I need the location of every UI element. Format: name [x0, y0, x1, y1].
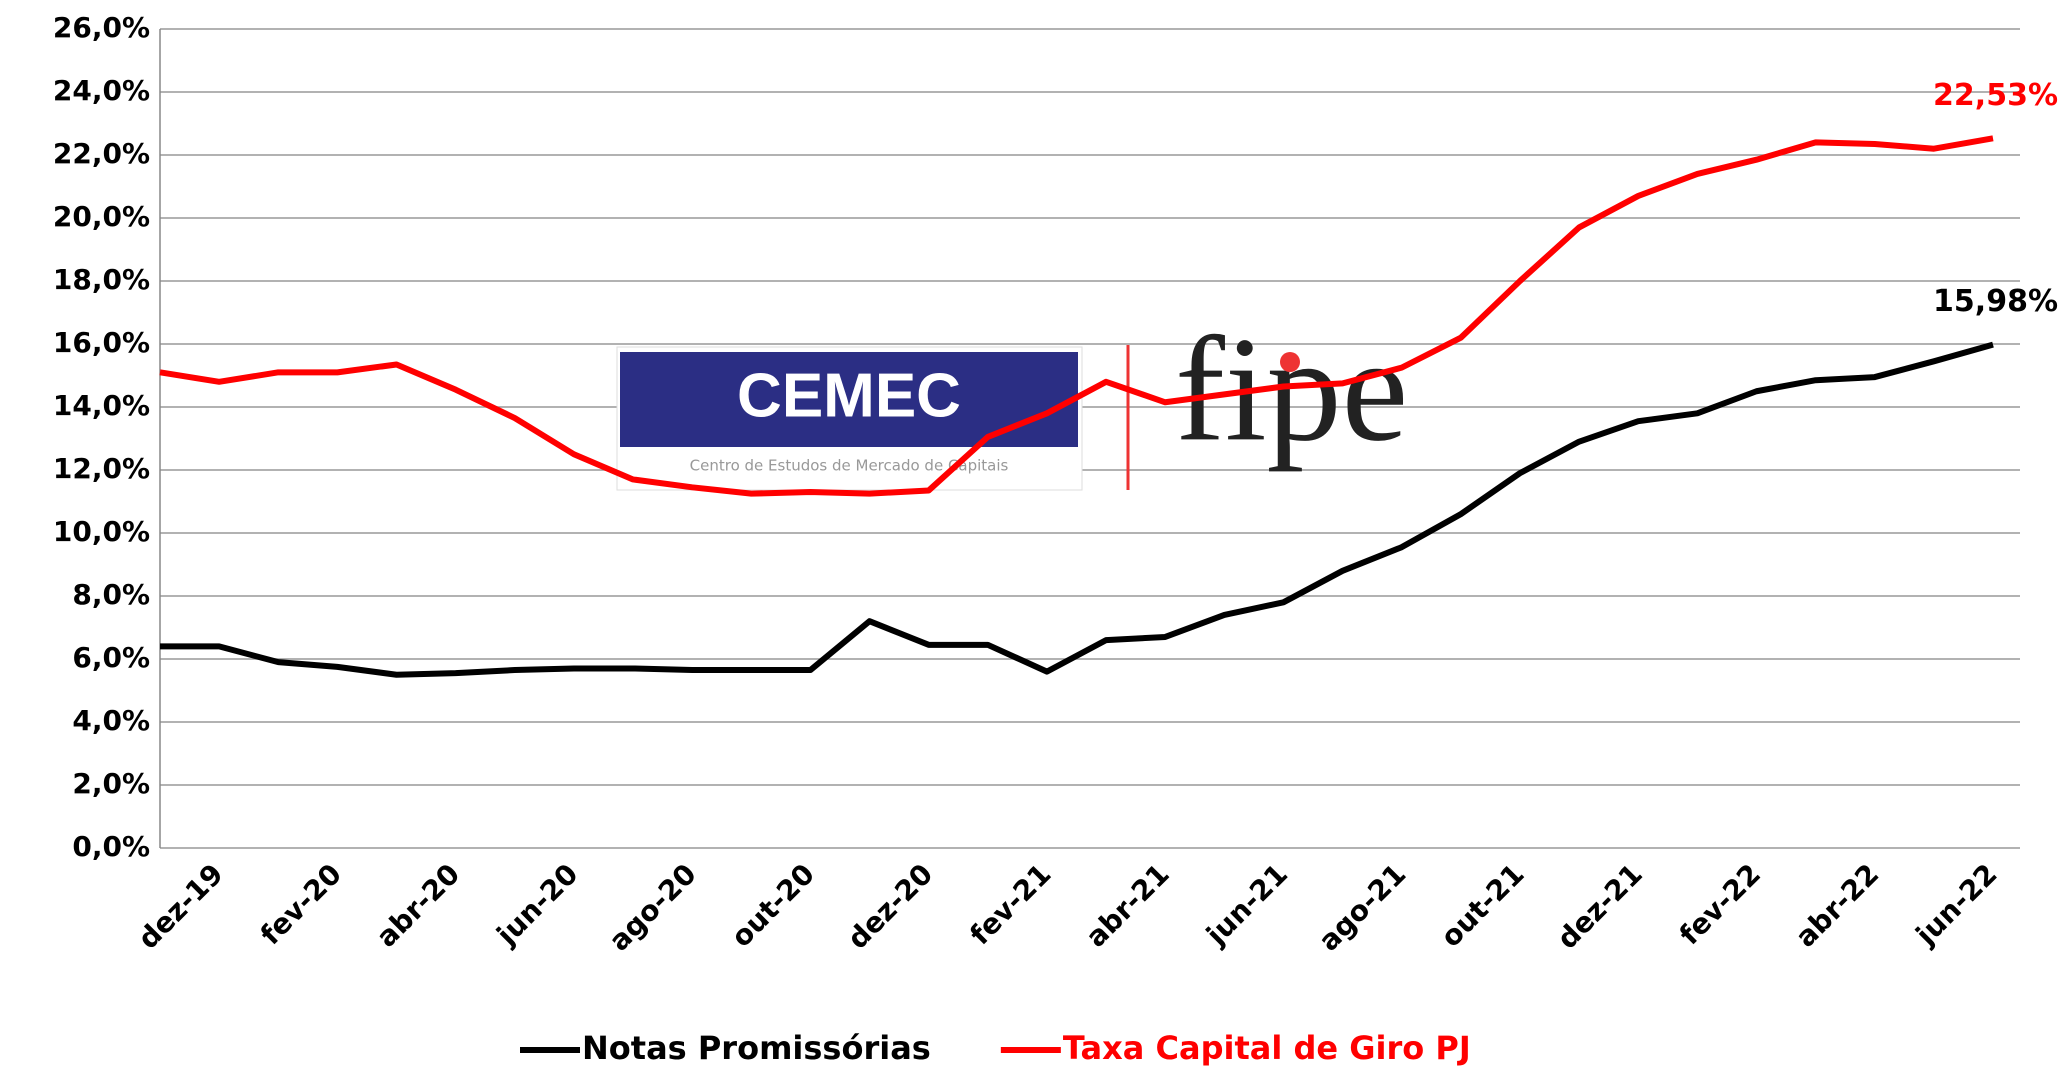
x-tick-label: out-20	[725, 857, 821, 953]
y-tick-label: 0,0%	[72, 830, 150, 863]
x-tick-label: dez-20	[841, 857, 939, 955]
logo-name: CEMEC	[737, 361, 961, 430]
x-tick-label: jun-20	[490, 857, 585, 952]
data-label: 22,53%	[1933, 78, 2058, 113]
x-tick-label: dez-21	[1551, 857, 1649, 955]
legend-label: Notas Promissórias	[582, 1029, 931, 1067]
x-tick-label: dez-19	[132, 857, 230, 955]
y-tick-label: 26,0%	[53, 11, 150, 44]
data-label: 15,98%	[1933, 284, 2058, 319]
x-tick-label: ago-21	[1312, 857, 1412, 957]
x-tick-label: fev-20	[254, 857, 348, 951]
x-tick-label: out-21	[1434, 857, 1530, 953]
y-tick-label: 20,0%	[53, 200, 150, 233]
legend-label: Taxa Capital de Giro PJ	[1063, 1029, 1471, 1067]
x-tick-label: abr-22	[1789, 857, 1885, 953]
x-tick-label: ago-20	[603, 857, 703, 957]
logo: CEMEC Centro de Estudos de Mercado de Ca…	[616, 306, 1408, 491]
x-tick-label: jun-21	[1199, 857, 1294, 952]
y-tick-label: 8,0%	[72, 578, 150, 611]
logo-partner: fipe	[1175, 306, 1408, 472]
y-tick-label: 18,0%	[53, 263, 150, 296]
x-tick-label: jun-22	[1909, 857, 2004, 952]
x-tick-label: fev-21	[963, 857, 1057, 951]
y-tick-label: 12,0%	[53, 452, 150, 485]
y-tick-label: 4,0%	[72, 704, 150, 737]
y-tick-label: 2,0%	[72, 767, 150, 800]
series-line	[159, 135, 1994, 497]
y-tick-label: 10,0%	[53, 515, 150, 548]
y-tick-label: 22,0%	[53, 137, 150, 170]
series-line	[160, 341, 1994, 678]
y-tick-label: 14,0%	[53, 389, 150, 422]
x-tick-label: abr-20	[370, 857, 466, 953]
logo-subtitle: Centro de Estudos de Mercado de Capitais	[690, 457, 1009, 475]
y-tick-label: 6,0%	[72, 641, 150, 674]
x-tick-label: abr-21	[1079, 857, 1175, 953]
y-tick-label: 16,0%	[53, 326, 150, 359]
logo-dot	[1280, 352, 1300, 372]
x-tick-label: fev-22	[1673, 857, 1767, 951]
y-tick-label: 24,0%	[53, 74, 150, 107]
